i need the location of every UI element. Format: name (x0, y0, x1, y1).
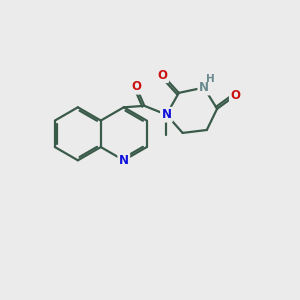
Text: O: O (230, 89, 240, 102)
Text: N: N (119, 154, 129, 167)
Text: H: H (206, 74, 215, 84)
Text: N: N (199, 81, 209, 94)
Text: N: N (161, 108, 172, 121)
Text: O: O (131, 80, 141, 93)
Text: O: O (158, 69, 168, 82)
